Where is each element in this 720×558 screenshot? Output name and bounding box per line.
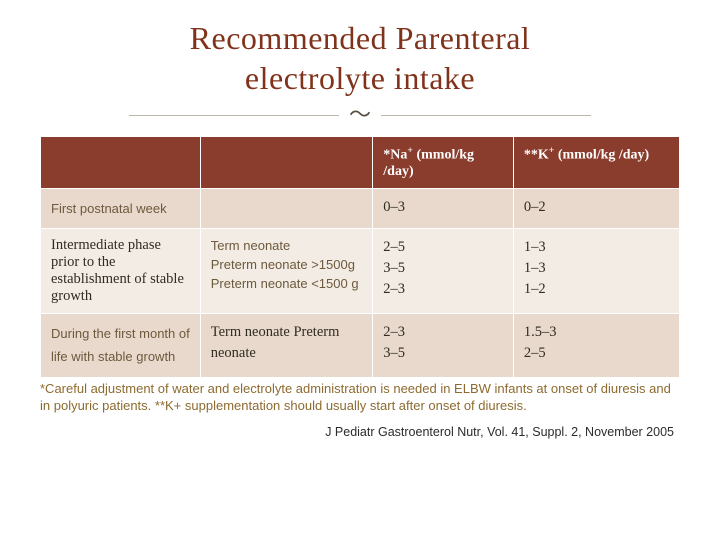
ornament-line-right	[381, 115, 591, 116]
table-cell: Term neonate Preterm neonate	[200, 314, 373, 378]
table-cell: During the first month of life with stab…	[41, 314, 201, 378]
col-header-1	[200, 137, 373, 189]
table-row: During the first month of life with stab…	[41, 314, 680, 378]
table-row: Intermediate phase prior to the establis…	[41, 229, 680, 314]
col-header-0	[41, 137, 201, 189]
electrolyte-table: *Na+ (mmol/kg /day) **K+ (mmol/kg /day) …	[40, 136, 680, 378]
table-cell: First postnatal week	[41, 188, 201, 228]
table-cell: Intermediate phase prior to the establis…	[41, 229, 201, 314]
ornament-line-left	[129, 115, 339, 116]
title-line-2: electrolyte intake	[245, 60, 475, 96]
table-cell: 2–5 3–5 2–3	[373, 229, 514, 314]
table-cell: 1.5–3 2–5	[513, 314, 679, 378]
table-cell: 2–3 3–5	[373, 314, 514, 378]
ornament-curl-icon: ～	[349, 104, 371, 126]
col-header-2: *Na+ (mmol/kg /day)	[373, 137, 514, 189]
table-cell	[200, 188, 373, 228]
title-line-1: Recommended Parenteral	[190, 20, 531, 56]
footnote-text: *Careful adjustment of water and electro…	[40, 380, 680, 415]
table-cell: 1–3 1–3 1–2	[513, 229, 679, 314]
table-body: First postnatal week 0–30–2 Intermediate p…	[41, 188, 680, 377]
table-cell: Term neonate Preterm neonate >1500g Pret…	[200, 229, 373, 314]
table-cell: 0–2	[513, 188, 679, 228]
title-ornament: ～	[0, 104, 720, 126]
citation-text: J Pediatr Gastroenterol Nutr, Vol. 41, S…	[40, 425, 680, 439]
col-header-3: **K+ (mmol/kg /day)	[513, 137, 679, 189]
slide-title: Recommended Parenteral electrolyte intak…	[0, 18, 720, 98]
table-header-row: *Na+ (mmol/kg /day) **K+ (mmol/kg /day)	[41, 137, 680, 189]
table-row: First postnatal week 0–30–2	[41, 188, 680, 228]
table-cell: 0–3	[373, 188, 514, 228]
